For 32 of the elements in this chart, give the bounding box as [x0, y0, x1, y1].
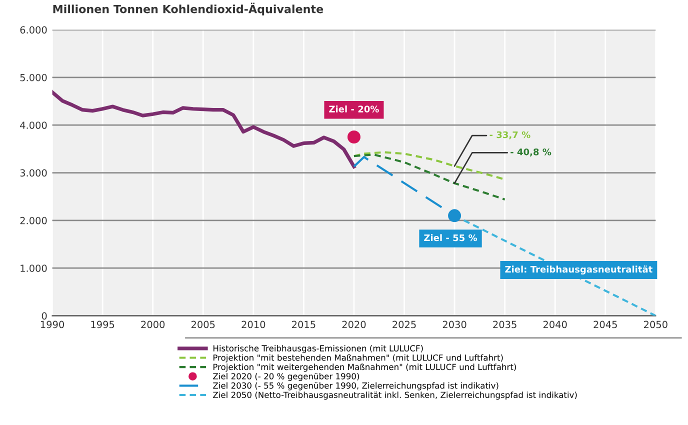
legend-label: Historische Treibhausgas-Emissionen (mit LULUCF) — [213, 345, 423, 354]
y-tick-label: 6.000 — [20, 26, 47, 34]
y-tick-label: 4.000 — [20, 122, 47, 129]
annotation: - 33,7 % — [490, 131, 530, 140]
y-tick-label: 1.000 — [20, 264, 47, 272]
x-tick-label: 2010 — [242, 320, 266, 328]
x-tick-label: 2050 — [644, 320, 668, 328]
chart-title: Millionen Tonnen Kohlendioxid-Äquivalente — [53, 2, 324, 16]
legend-label: Projektion "mit bestehenden Maßnahmen" (mit LULUCF und Luftfahrt) — [213, 354, 503, 362]
legend-label: Projektion "mit weitergehenden Maßnahmen" (mit LULUCF und Luftfahrt) — [213, 364, 516, 372]
x-tick-label: 2025 — [392, 320, 416, 328]
y-tick-label: 0 — [42, 312, 47, 320]
annotation: Ziel - 20% — [329, 105, 379, 112]
x-tick-label: 2020 — [342, 320, 366, 328]
x-tick-label: 2000 — [141, 320, 165, 328]
x-tick-label: 2005 — [191, 320, 215, 328]
x-tick-label: 2030 — [442, 320, 466, 328]
y-tick-label: 5.000 — [20, 74, 47, 82]
legend-label: Ziel 2050 (Netto-Treibhausgasneutralität inkl. Senken, Zielerreichungspfad ist indikativ) — [213, 392, 577, 400]
annotation: - 40,8 % — [510, 148, 552, 156]
legend-label: Ziel 2030 (- 55 % gegenüber 1990, Zielerreichungspfad ist indikativ) — [213, 382, 498, 390]
y-tick-label: 3.000 — [20, 169, 47, 177]
legend-label: Ziel 2020 (- 20 % gegenüber 1990) — [213, 372, 360, 382]
x-tick-label: 2045 — [594, 320, 617, 328]
y-tick-label: 2.000 — [20, 216, 47, 224]
x-tick-label: 1990 — [40, 320, 64, 328]
annotation: Ziel - 55 % — [424, 234, 478, 242]
x-tick-label: 1995 — [91, 320, 114, 328]
annotation: Ziel: Treibhausgasneutralität — [505, 266, 652, 274]
x-tick-label: 2035 — [493, 320, 516, 328]
x-tick-label: 2040 — [543, 320, 567, 328]
x-tick-label: 2015 — [292, 320, 316, 328]
